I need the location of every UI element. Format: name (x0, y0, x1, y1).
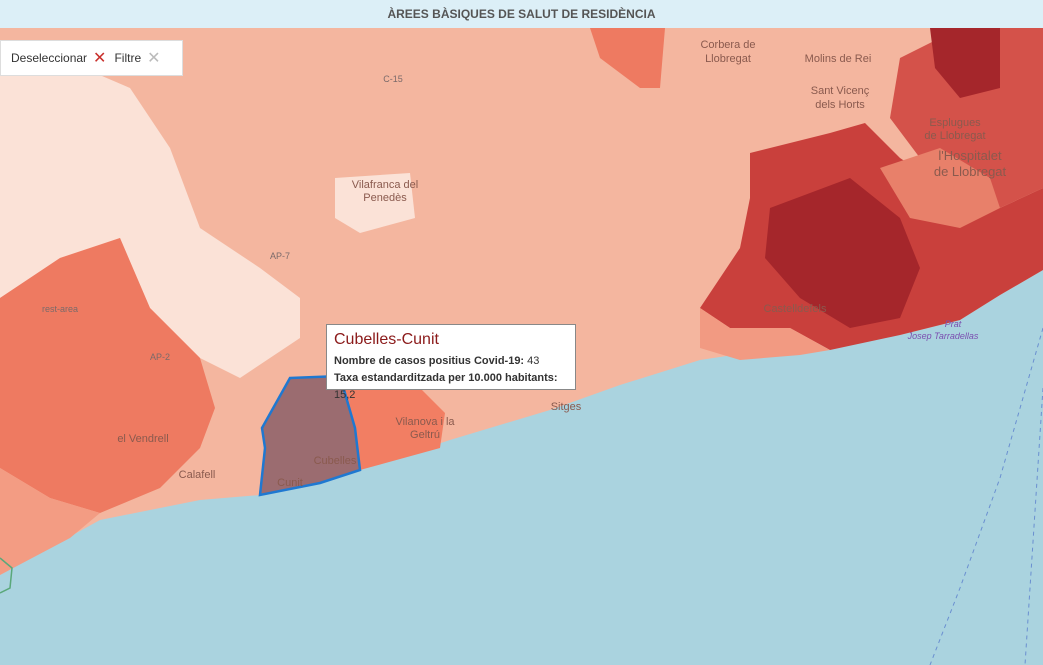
road-label: AP-7 (270, 251, 290, 261)
tooltip-row: Taxa estandarditzada per 10.000 habitant… (334, 370, 568, 404)
map-label: Penedès (363, 192, 407, 204)
filter-label: Filtre (114, 51, 142, 65)
region-dark (765, 178, 920, 328)
map-label: Calafell (179, 469, 216, 481)
tooltip-row: Nombre de casos positius Covid-19: 43 (334, 353, 568, 370)
map-label: Sitges (551, 401, 582, 413)
border (0, 557, 13, 594)
region (0, 468, 100, 575)
road-label: C-15 (383, 74, 403, 84)
map-label: Vilanova i la (395, 416, 455, 428)
road-label: AP-2 (150, 352, 170, 362)
region-vilanova (340, 388, 445, 470)
map-label: Geltrú (410, 429, 440, 441)
road-label: rest-area (42, 304, 78, 314)
map-label: de Llobregat (924, 130, 985, 142)
map-label: de Llobregat (934, 164, 1007, 179)
map-label: l'Hospitalet (938, 148, 1002, 163)
region-dark (930, 28, 1000, 98)
map-label: Cubelles (314, 455, 357, 467)
map-label: Castelldefels (764, 303, 827, 315)
deselect-button[interactable]: Deseleccionar ✕ (11, 48, 106, 68)
filter-button[interactable]: Filtre ✕ (114, 48, 160, 68)
map-label: Corbera de (700, 39, 755, 51)
map-label: Cunit (277, 477, 303, 489)
region (880, 148, 1000, 228)
region-cubelles-cunit-selected (258, 374, 362, 497)
filter-icon: ✕ (147, 50, 161, 67)
deselect-label: Deseleccionar (11, 51, 88, 65)
controls: Deseleccionar ✕ Filtre ✕ (0, 40, 183, 76)
tooltip-title: Cubelles-Cunit (334, 331, 439, 348)
route (1024, 387, 1043, 665)
map-label: Josep Tarradellas (907, 331, 979, 341)
region-vilafranca (335, 173, 415, 233)
tooltip-label: Nombre de casos positius Covid-19: (334, 355, 525, 367)
route (929, 327, 1043, 665)
map-label: Prat (945, 319, 962, 329)
deselect-icon: ✕ (93, 50, 107, 67)
map-label: Molins de Rei (805, 53, 872, 65)
map-label: Sant Vicenç (811, 85, 870, 97)
region-castelldefels (700, 308, 830, 360)
map-label: Llobregat (705, 53, 751, 65)
tooltip-value: 15,2 (334, 389, 356, 401)
map-label: Esplugues (929, 117, 981, 129)
map: Corbera de Llobregat Molins de Rei Sant … (0, 28, 1043, 665)
region-el-vendrell (0, 238, 215, 513)
region (590, 28, 665, 88)
region-pale (0, 58, 300, 378)
tooltip-label: Taxa estandarditzada per 10.000 habitant… (334, 372, 558, 384)
header-title: ÀREES BÀSIQUES DE SALUT DE RESIDÈNCIA (0, 0, 1043, 28)
tooltip-value: 43 (527, 355, 540, 367)
map-label: dels Horts (815, 99, 865, 111)
tooltip: Cubelles-Cunit Nombre de casos positius … (326, 324, 576, 401)
map-label: el Vendrell (117, 433, 168, 445)
map-label: Vilafranca del (352, 179, 418, 191)
